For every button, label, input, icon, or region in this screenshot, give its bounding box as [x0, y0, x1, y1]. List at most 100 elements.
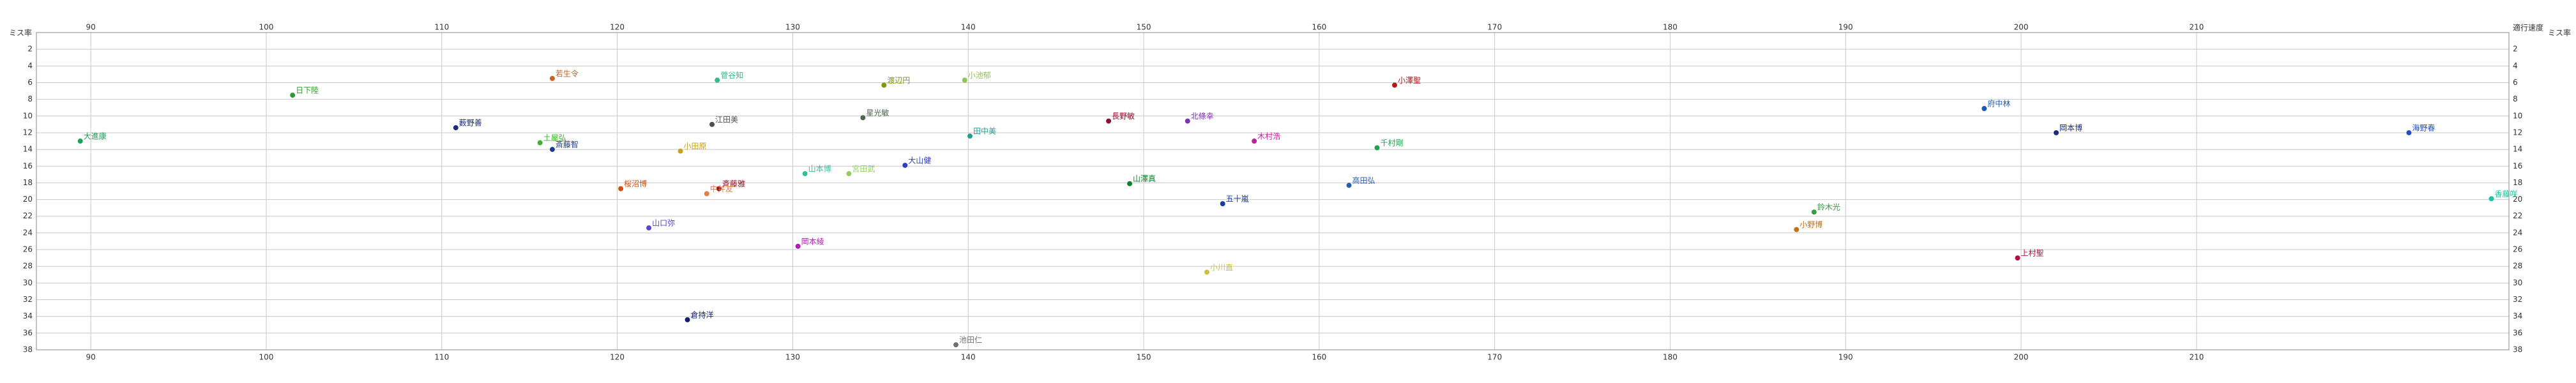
- point: [860, 115, 866, 121]
- y-tick-label-right: 36: [2513, 328, 2522, 337]
- point-label: 長野敏: [1112, 111, 1135, 121]
- x-tick-label-top: 160: [1312, 23, 1326, 32]
- point: [685, 317, 690, 322]
- y-tick-label-left: 28: [23, 262, 33, 271]
- point: [902, 162, 908, 168]
- point: [1794, 227, 1799, 232]
- point-label: 岡本博: [2059, 123, 2082, 132]
- point-label: 星光敏: [866, 108, 889, 117]
- x-tick-label-bottom: 90: [86, 353, 96, 362]
- x-tick-label-bottom: 210: [2189, 353, 2204, 362]
- point-label: 北條幸: [1191, 112, 1214, 121]
- x-tick-label-bottom: 190: [1838, 353, 1853, 362]
- point: [2406, 130, 2412, 135]
- y-tick-label-left: 16: [23, 161, 33, 170]
- point: [453, 125, 458, 131]
- y-tick-label-right: 22: [2513, 211, 2522, 220]
- point: [1220, 201, 1225, 207]
- y-tick-label-right: 2: [2513, 45, 2518, 54]
- x-tick-label-top: 120: [610, 23, 625, 32]
- x-tick-label-top: 90: [86, 23, 96, 32]
- point: [1374, 145, 1380, 151]
- point: [1252, 139, 1257, 144]
- point-label: 上村聖: [2021, 249, 2044, 258]
- y-tick-label-left: 12: [23, 128, 33, 137]
- point: [704, 191, 709, 197]
- point-label: 小野博: [1799, 220, 1822, 229]
- point-label: 香藤咲: [2495, 189, 2518, 199]
- point: [795, 243, 801, 249]
- point: [1981, 106, 1987, 112]
- point-label: 木村浩: [1257, 132, 1280, 141]
- y-tick-label-left: 18: [23, 178, 33, 187]
- point: [715, 77, 720, 83]
- y-tick-label-left: 14: [23, 145, 33, 154]
- point-label: 桜沼博: [624, 179, 647, 188]
- point: [290, 93, 296, 98]
- x-tick-label-bottom: 140: [961, 353, 976, 362]
- y-axis-label: ミス率: [9, 28, 32, 38]
- x-tick-label-top: 130: [785, 23, 800, 32]
- point: [953, 342, 958, 348]
- point: [537, 140, 543, 146]
- y-tick-label-right: 38: [2513, 345, 2522, 354]
- point-label: 海野春: [2412, 123, 2435, 132]
- point-label: 山澤真: [1133, 174, 1156, 183]
- plot-frame: [36, 32, 2510, 350]
- y-tick-label-left: 32: [23, 295, 33, 304]
- point-label: 小澤聖: [1398, 76, 1421, 85]
- y-tick-label-right: 6: [2513, 78, 2518, 87]
- point-label: 土屋弘: [543, 133, 566, 142]
- point-label: 岡本綾: [801, 236, 824, 246]
- point: [549, 75, 555, 81]
- y-tick-label-left: 2: [27, 45, 33, 54]
- y-tick-label-left: 10: [23, 111, 33, 120]
- point: [1346, 183, 1352, 188]
- point: [881, 82, 887, 88]
- point: [1185, 118, 1190, 124]
- y-tick-label-right: 16: [2513, 161, 2522, 170]
- y-tick-label-left: 34: [23, 312, 33, 320]
- y-tick-label-left: 4: [27, 61, 33, 70]
- y-tick-label-right: 10: [2513, 111, 2522, 120]
- x-tick-label-bottom: 110: [434, 353, 449, 362]
- x-tick-label-bottom: 200: [2014, 353, 2029, 362]
- point-label: 宮田武: [852, 164, 875, 174]
- x-tick-label-top: 210: [2189, 23, 2204, 32]
- point-label: 山本博: [808, 164, 831, 174]
- y-tick-label-right: 32: [2513, 295, 2522, 304]
- point-label: 江田美: [715, 115, 738, 124]
- point-label: 薮野善: [459, 118, 482, 128]
- point-label: 田中美: [973, 126, 996, 136]
- y-tick-label-right: 24: [2513, 228, 2522, 237]
- point: [1811, 209, 1817, 215]
- point: [1204, 269, 1209, 275]
- point: [2054, 130, 2059, 135]
- point: [1106, 118, 1112, 124]
- y-tick-label-right: 30: [2513, 278, 2522, 287]
- point-label: 小池郁: [968, 70, 991, 80]
- y-tick-label-right: 18: [2513, 178, 2522, 187]
- point-label: 若生令: [556, 68, 579, 78]
- y-tick-label-left: 8: [27, 94, 33, 103]
- point-label: 倉持洋: [691, 310, 714, 319]
- point-label: 小川直: [1210, 263, 1233, 272]
- point: [618, 186, 624, 192]
- x-tick-label-top: 140: [961, 23, 976, 32]
- y-tick-label-left: 24: [23, 228, 33, 237]
- x-tick-label-bottom: 180: [1663, 353, 1678, 362]
- point-label: 千村剛: [1381, 139, 1404, 147]
- point: [1391, 82, 1397, 88]
- y-tick-label-right: 14: [2513, 145, 2522, 154]
- x-tick-label-bottom: 130: [785, 353, 800, 362]
- y-tick-label-left: 26: [23, 245, 33, 254]
- point: [709, 121, 715, 127]
- point-label: 池田仁: [959, 336, 982, 345]
- y-tick-label-right: 4: [2513, 61, 2518, 70]
- x-tick-label-bottom: 160: [1312, 353, 1326, 362]
- y-tick-label-right: 26: [2513, 245, 2522, 254]
- point: [716, 186, 722, 192]
- point: [1127, 181, 1133, 186]
- y-tick-label-right: 28: [2513, 262, 2522, 271]
